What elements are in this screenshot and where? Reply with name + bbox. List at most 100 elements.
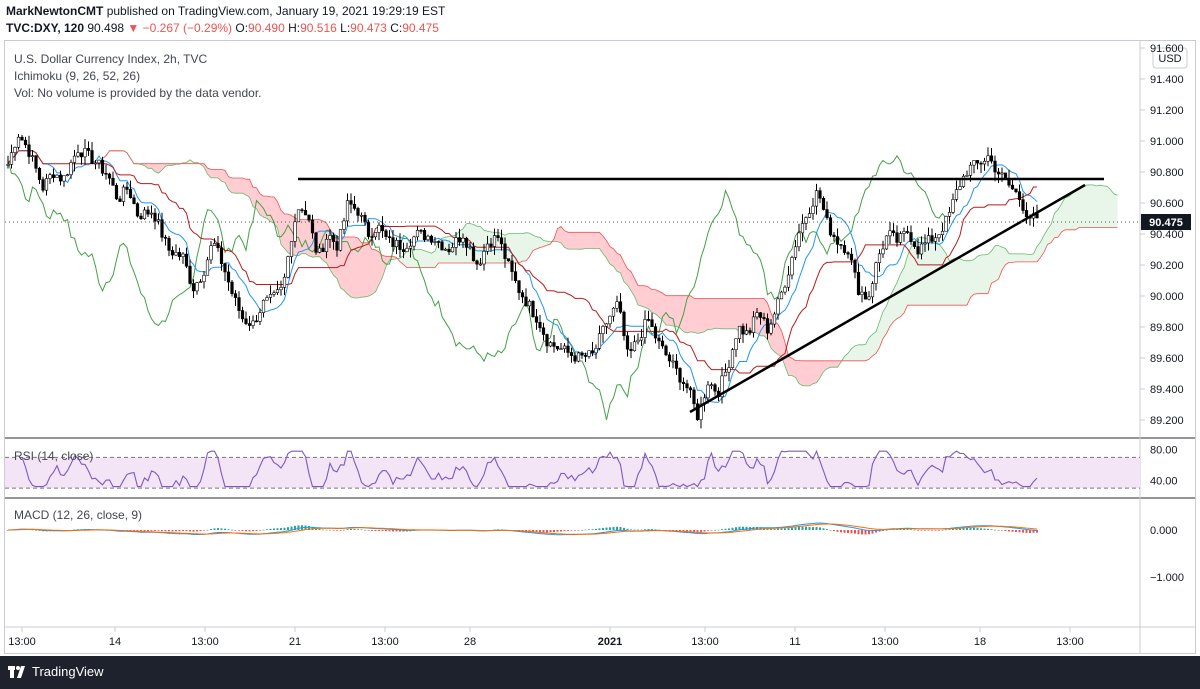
candle-body	[828, 217, 833, 236]
macd-histogram-bar	[777, 528, 779, 530]
macd-histogram-bar	[297, 525, 300, 530]
cloud-segment	[848, 348, 852, 361]
cloud-segment	[802, 360, 806, 386]
macd-histogram-bar	[1032, 530, 1035, 533]
macd-histogram-bar	[1015, 530, 1017, 532]
cloud-segment	[687, 295, 691, 333]
candle-body	[258, 312, 262, 322]
candle-body	[506, 258, 511, 262]
cloud-segment	[697, 298, 701, 334]
candle-body	[16, 136, 21, 148]
macd-histogram-bar	[647, 529, 650, 530]
cloud-segment	[358, 238, 362, 298]
candle-body	[216, 243, 220, 249]
chart-title[interactable]: U.S. Dollar Currency Index, 2h, TVC	[14, 52, 208, 66]
macd-histogram-bar	[682, 530, 685, 532]
symbol-label[interactable]: TVC:DXY, 120	[6, 21, 85, 35]
cloud-segment	[855, 344, 859, 361]
macd-histogram-bar	[997, 530, 1000, 531]
footer-brand[interactable]: TradingView	[32, 664, 104, 679]
macd-histogram-bar	[248, 530, 251, 532]
cloud-segment	[1002, 247, 1006, 271]
ichimoku-legend[interactable]: Ichimoku (9, 26, 52, 26)	[14, 69, 141, 83]
cloud-segment	[690, 295, 694, 333]
cloud-segment	[319, 219, 323, 261]
macd-histogram-bar	[339, 530, 342, 531]
candle-body	[1003, 172, 1008, 179]
candle-body	[555, 346, 560, 350]
macd-histogram-bar	[654, 529, 657, 530]
open-value: 90.490	[248, 21, 285, 35]
cloud-segment	[459, 228, 463, 264]
time-tick-label: 13:00	[191, 636, 219, 648]
macd-histogram-bar	[1004, 530, 1007, 532]
candle-body	[947, 212, 952, 217]
macd-histogram-bar	[612, 527, 615, 530]
candle-body	[587, 350, 591, 357]
candle-body	[741, 325, 745, 335]
candle-body	[961, 175, 966, 187]
author-name[interactable]: MarkNewtonCMT	[6, 4, 104, 18]
cloud-segment	[897, 273, 901, 319]
macd-histogram-bar	[283, 527, 286, 530]
high-value: 90.516	[300, 21, 337, 35]
cloud-segment	[1082, 185, 1086, 228]
macd-histogram-bar	[539, 530, 541, 533]
cloud-segment	[585, 232, 589, 249]
macd-histogram-bar	[399, 530, 401, 532]
cloud-segment	[953, 258, 957, 306]
macd-histogram-bar	[766, 528, 769, 530]
cloud-segment	[284, 214, 288, 253]
macd-histogram-bar	[745, 526, 748, 530]
candle-body	[583, 354, 588, 357]
candle-body	[923, 242, 927, 245]
macd-legend[interactable]: MACD (12, 26, close, 9)	[14, 508, 143, 522]
macd-histogram-bar	[168, 530, 170, 532]
open-label: O:	[235, 21, 249, 35]
candle-body	[426, 235, 430, 241]
candle-body	[328, 235, 332, 240]
rsi-legend[interactable]: RSI (14, close)	[14, 449, 94, 463]
candle-body	[629, 348, 633, 352]
macd-histogram-bar	[276, 528, 279, 530]
cloud-segment	[683, 295, 687, 333]
rsi-band	[5, 457, 1140, 489]
cloud-segment	[606, 240, 610, 265]
tradingview-logo-icon[interactable]	[8, 664, 26, 680]
candle-body	[821, 197, 826, 210]
publish-text: published on TradingView.com, January 19…	[106, 4, 446, 18]
cloud-segment	[568, 232, 572, 250]
candle-body	[737, 325, 742, 339]
candle-body	[366, 221, 371, 237]
volume-legend[interactable]: Vol: No volume is provided by the data v…	[14, 86, 262, 100]
currency-badge[interactable]	[1152, 47, 1188, 69]
macd-histogram-bar	[294, 525, 296, 530]
rsi-pane[interactable]: 80.00 40.00	[5, 445, 1178, 489]
uptrend-line[interactable]	[689, 183, 1086, 414]
candle-body	[160, 219, 164, 238]
price-tick-label: 90.800	[1150, 167, 1184, 179]
macd-histogram-bar	[773, 528, 776, 530]
macd-histogram-bar	[322, 529, 324, 531]
tenkan-line	[7, 150, 1038, 403]
cloud-segment	[967, 260, 971, 306]
macd-histogram-bar	[584, 529, 587, 531]
cloud-segment	[529, 233, 533, 257]
time-tick-label: 13:00	[1056, 636, 1084, 648]
cloud-segment	[1114, 194, 1118, 228]
candle-body	[244, 318, 248, 324]
macd-histogram-bar	[1011, 530, 1014, 532]
candle-body	[1024, 210, 1029, 218]
ichimoku-lines	[7, 150, 1118, 420]
macd-histogram-bar	[941, 529, 944, 531]
cloud-segment	[260, 193, 264, 218]
candle-body	[464, 237, 469, 248]
candle-body	[317, 247, 322, 253]
drawings[interactable]	[5, 177, 1140, 414]
candle-body	[758, 312, 763, 318]
candle-body	[790, 257, 794, 276]
macd-pane[interactable]: 0.000 −1.000	[7, 522, 1184, 584]
candle-body	[874, 262, 878, 284]
candle-body	[580, 352, 584, 356]
